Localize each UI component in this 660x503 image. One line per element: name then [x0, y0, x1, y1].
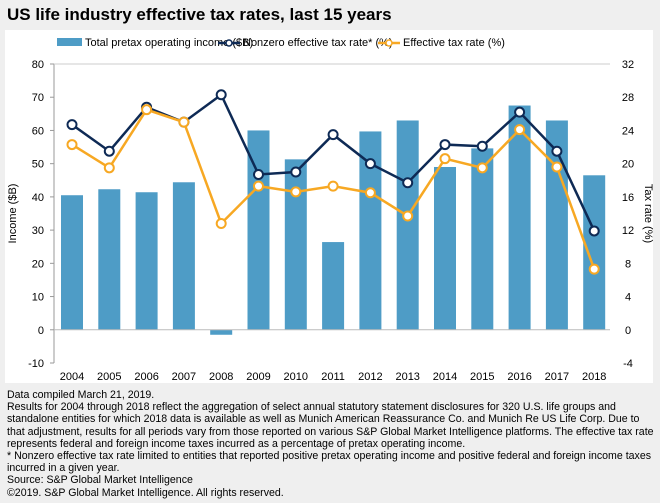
- bar-2005: [98, 189, 121, 330]
- x-tick-label: 2004: [60, 371, 84, 383]
- bar-2008: [210, 329, 233, 335]
- bar-2017: [545, 120, 568, 330]
- point-2005: [103, 145, 115, 157]
- bar-2016: [508, 105, 531, 330]
- legend-label-nonzero: Nonzero effective tax rate* (%): [243, 37, 393, 49]
- point-2017: [551, 161, 563, 173]
- point-2015: [476, 162, 488, 174]
- note-footnote: * Nonzero effective tax rate limited to …: [7, 450, 652, 475]
- y-tick-label: 30: [32, 225, 44, 237]
- note-methodology: Results for 2004 through 2018 reflect th…: [7, 401, 654, 450]
- note-copyright: ©2019. S&P Global Market Intelligence. A…: [7, 486, 284, 499]
- y2-tick-label: 0: [625, 325, 631, 337]
- x-tick-label: 2016: [507, 371, 531, 383]
- x-tick-label: 2015: [470, 371, 494, 383]
- point-2014: [439, 153, 451, 165]
- x-tick-label: 2011: [321, 371, 345, 383]
- notes: Data compiled March 21, 2019. Results fo…: [7, 389, 655, 499]
- y2-tick-label: 12: [622, 225, 634, 237]
- point-2018: [588, 263, 600, 275]
- bar-2004: [61, 195, 83, 330]
- chart-title: US life industry effective tax rates, la…: [7, 5, 392, 24]
- point-2009: [253, 168, 264, 180]
- point-2011: [327, 129, 339, 141]
- legend-marker: [225, 39, 233, 47]
- point-2010: [290, 186, 302, 198]
- x-tick-label: 2012: [358, 371, 382, 383]
- y-tick-label: 60: [32, 125, 44, 137]
- x-tick-label: 2018: [582, 371, 606, 383]
- y-tick-label: 70: [32, 92, 44, 104]
- bar-2013: [396, 120, 419, 330]
- point-2008: [215, 89, 227, 101]
- point-2014: [439, 139, 451, 151]
- point-2017: [551, 145, 563, 157]
- bar-2015: [471, 148, 494, 330]
- point-2016: [514, 124, 526, 136]
- x-tick-label: 2006: [134, 371, 158, 383]
- point-2009: [253, 180, 264, 192]
- y-tick-label: 10: [32, 292, 44, 304]
- note-compiled: Data compiled March 21, 2019.: [7, 389, 155, 401]
- bar-2011: [322, 242, 345, 330]
- y2-tick-label: 20: [622, 159, 634, 171]
- bar-2012: [359, 131, 382, 330]
- x-tick-label: 2017: [545, 371, 569, 383]
- y-tick-label: 50: [32, 159, 44, 171]
- point-2012: [364, 158, 376, 170]
- y-axis-label: Income ($B): [7, 184, 19, 244]
- y2-tick-label: 32: [622, 59, 634, 71]
- point-2013: [402, 177, 414, 189]
- x-tick-label: 2007: [172, 371, 196, 383]
- point-2004: [66, 119, 78, 131]
- y-tick-label: 40: [32, 192, 44, 204]
- x-tick-label: 2014: [433, 371, 457, 383]
- point-2010: [290, 166, 302, 178]
- x-tick-label: 2013: [395, 371, 419, 383]
- chart: -10 0 10 20 30 40 50 60 70 80 -4 0 4 8 12 16 20 24 28 32 Inc…: [7, 37, 654, 383]
- point-2015: [476, 140, 488, 152]
- note-source: Source: S&P Global Market Intelligence: [7, 474, 193, 487]
- bar-2009: [247, 130, 270, 330]
- y2-tick-label: 4: [625, 292, 631, 304]
- y-tick-label: 20: [32, 258, 44, 270]
- x-tick-label: 2010: [284, 371, 308, 383]
- y2-tick-label: 8: [625, 258, 631, 270]
- point-2007: [178, 116, 190, 128]
- y2-axis-label: Tax rate (%): [642, 184, 654, 243]
- x-tick-label: 2008: [209, 371, 233, 383]
- point-2018: [588, 225, 600, 237]
- y2-tick-label: 28: [622, 92, 634, 104]
- point-2011: [327, 180, 339, 192]
- x-tick-label: 2005: [97, 371, 121, 383]
- legend-label-effective: Effective tax rate (%): [403, 37, 505, 49]
- legend-marker: [385, 39, 393, 47]
- y2-tick-label: -4: [623, 358, 633, 370]
- point-2005: [103, 162, 115, 174]
- bar-2006: [135, 192, 158, 330]
- y2-tick-label: 16: [622, 192, 634, 204]
- y2-tick-label: 24: [622, 125, 634, 137]
- y-tick-label: -10: [28, 358, 44, 370]
- y-tick-label: 0: [38, 325, 44, 337]
- bar-2007: [172, 182, 195, 330]
- legend-label-income: Total pretax operating income ($B): [85, 37, 253, 49]
- bar-2010: [284, 159, 307, 330]
- legend-swatch-income: [57, 38, 82, 46]
- point-2008: [215, 217, 227, 229]
- point-2012: [364, 187, 376, 199]
- bar-2018: [583, 175, 606, 330]
- bar-2014: [434, 166, 456, 330]
- point-2006: [141, 104, 153, 116]
- point-2004: [66, 139, 78, 151]
- x-tick-label: 2009: [246, 371, 270, 383]
- y-tick-label: 80: [32, 59, 44, 71]
- point-2013: [402, 210, 414, 222]
- point-2016: [514, 106, 526, 118]
